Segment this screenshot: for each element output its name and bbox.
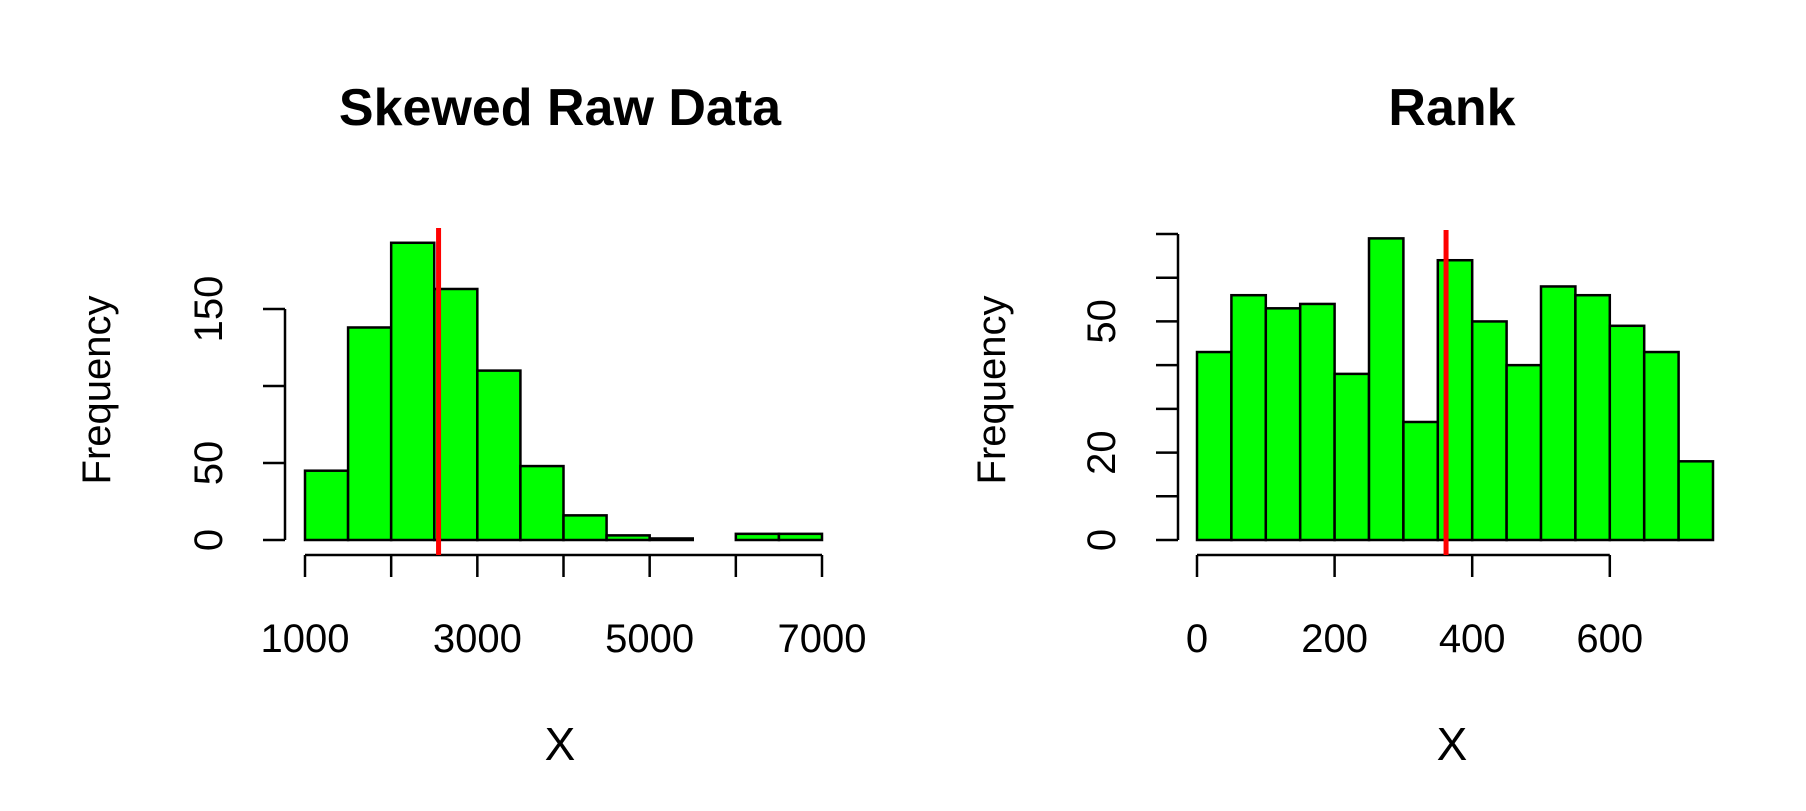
x-tick-label: 400 xyxy=(1439,617,1506,661)
x-tick-label: 5000 xyxy=(605,617,694,661)
x-axis: 0 200 400 600 xyxy=(1186,553,1643,661)
bars xyxy=(1195,237,1715,542)
histogram-bar xyxy=(433,287,479,542)
histogram-bar xyxy=(1298,302,1336,542)
histogram-bar xyxy=(1574,293,1612,542)
histogram-bar xyxy=(1436,258,1474,542)
y-tick-label: 20 xyxy=(1080,430,1124,475)
histogram-bar xyxy=(389,241,436,542)
histogram-bar xyxy=(734,532,781,542)
histogram-bar xyxy=(1264,307,1302,542)
panel-rank: Rank Frequency X 0 20 50 0 200 400 600 xyxy=(970,79,1715,770)
x-axis-label: X xyxy=(545,718,576,770)
histogram-bar xyxy=(777,532,824,542)
y-tick-label: 0 xyxy=(187,529,231,551)
x-tick-label: 1000 xyxy=(261,617,350,661)
y-axis: 0 50 150 xyxy=(187,276,287,551)
panel-skewed-raw-data: Skewed Raw Data Frequency X 0 50 150 1000 3… xyxy=(75,79,866,770)
y-axis: 0 20 50 xyxy=(1080,232,1180,551)
chart-title: Rank xyxy=(1388,79,1515,137)
histogram-bar xyxy=(1367,237,1405,542)
bars xyxy=(303,241,824,542)
histogram-bar xyxy=(1642,350,1680,542)
histogram-bar xyxy=(648,537,695,542)
histogram-bar xyxy=(1470,320,1508,542)
y-axis-label: Frequency xyxy=(75,296,119,485)
x-axis-label: X xyxy=(1437,718,1468,770)
histogram-bar xyxy=(562,514,608,542)
histogram-bar xyxy=(1677,460,1715,542)
histogram-bar xyxy=(605,534,651,542)
histogram-bar xyxy=(1608,324,1646,542)
y-tick-label: 0 xyxy=(1080,529,1124,551)
y-tick-label: 50 xyxy=(187,441,231,486)
y-tick-label: 50 xyxy=(1080,299,1124,344)
x-tick-label: 7000 xyxy=(778,617,867,661)
x-tick-label: 0 xyxy=(1186,617,1208,661)
histogram-bar xyxy=(1195,350,1233,542)
histogram-bar xyxy=(476,369,522,542)
histogram-bar xyxy=(1402,420,1440,542)
x-tick-label: 3000 xyxy=(433,617,522,661)
histogram-bar xyxy=(1230,293,1268,542)
chart-title: Skewed Raw Data xyxy=(339,79,782,137)
y-tick-label: 150 xyxy=(187,276,231,343)
y-axis-label: Frequency xyxy=(970,296,1014,485)
x-tick-label: 200 xyxy=(1301,617,1368,661)
histogram-bar xyxy=(1505,363,1543,542)
histogram-bar xyxy=(346,326,393,542)
histogram-bar xyxy=(1333,372,1371,542)
x-tick-label: 600 xyxy=(1576,617,1643,661)
histogram-bar xyxy=(1539,285,1577,542)
x-axis: 1000 3000 5000 7000 xyxy=(261,553,867,661)
histogram-bar xyxy=(519,464,565,542)
histogram-bar xyxy=(303,469,350,542)
